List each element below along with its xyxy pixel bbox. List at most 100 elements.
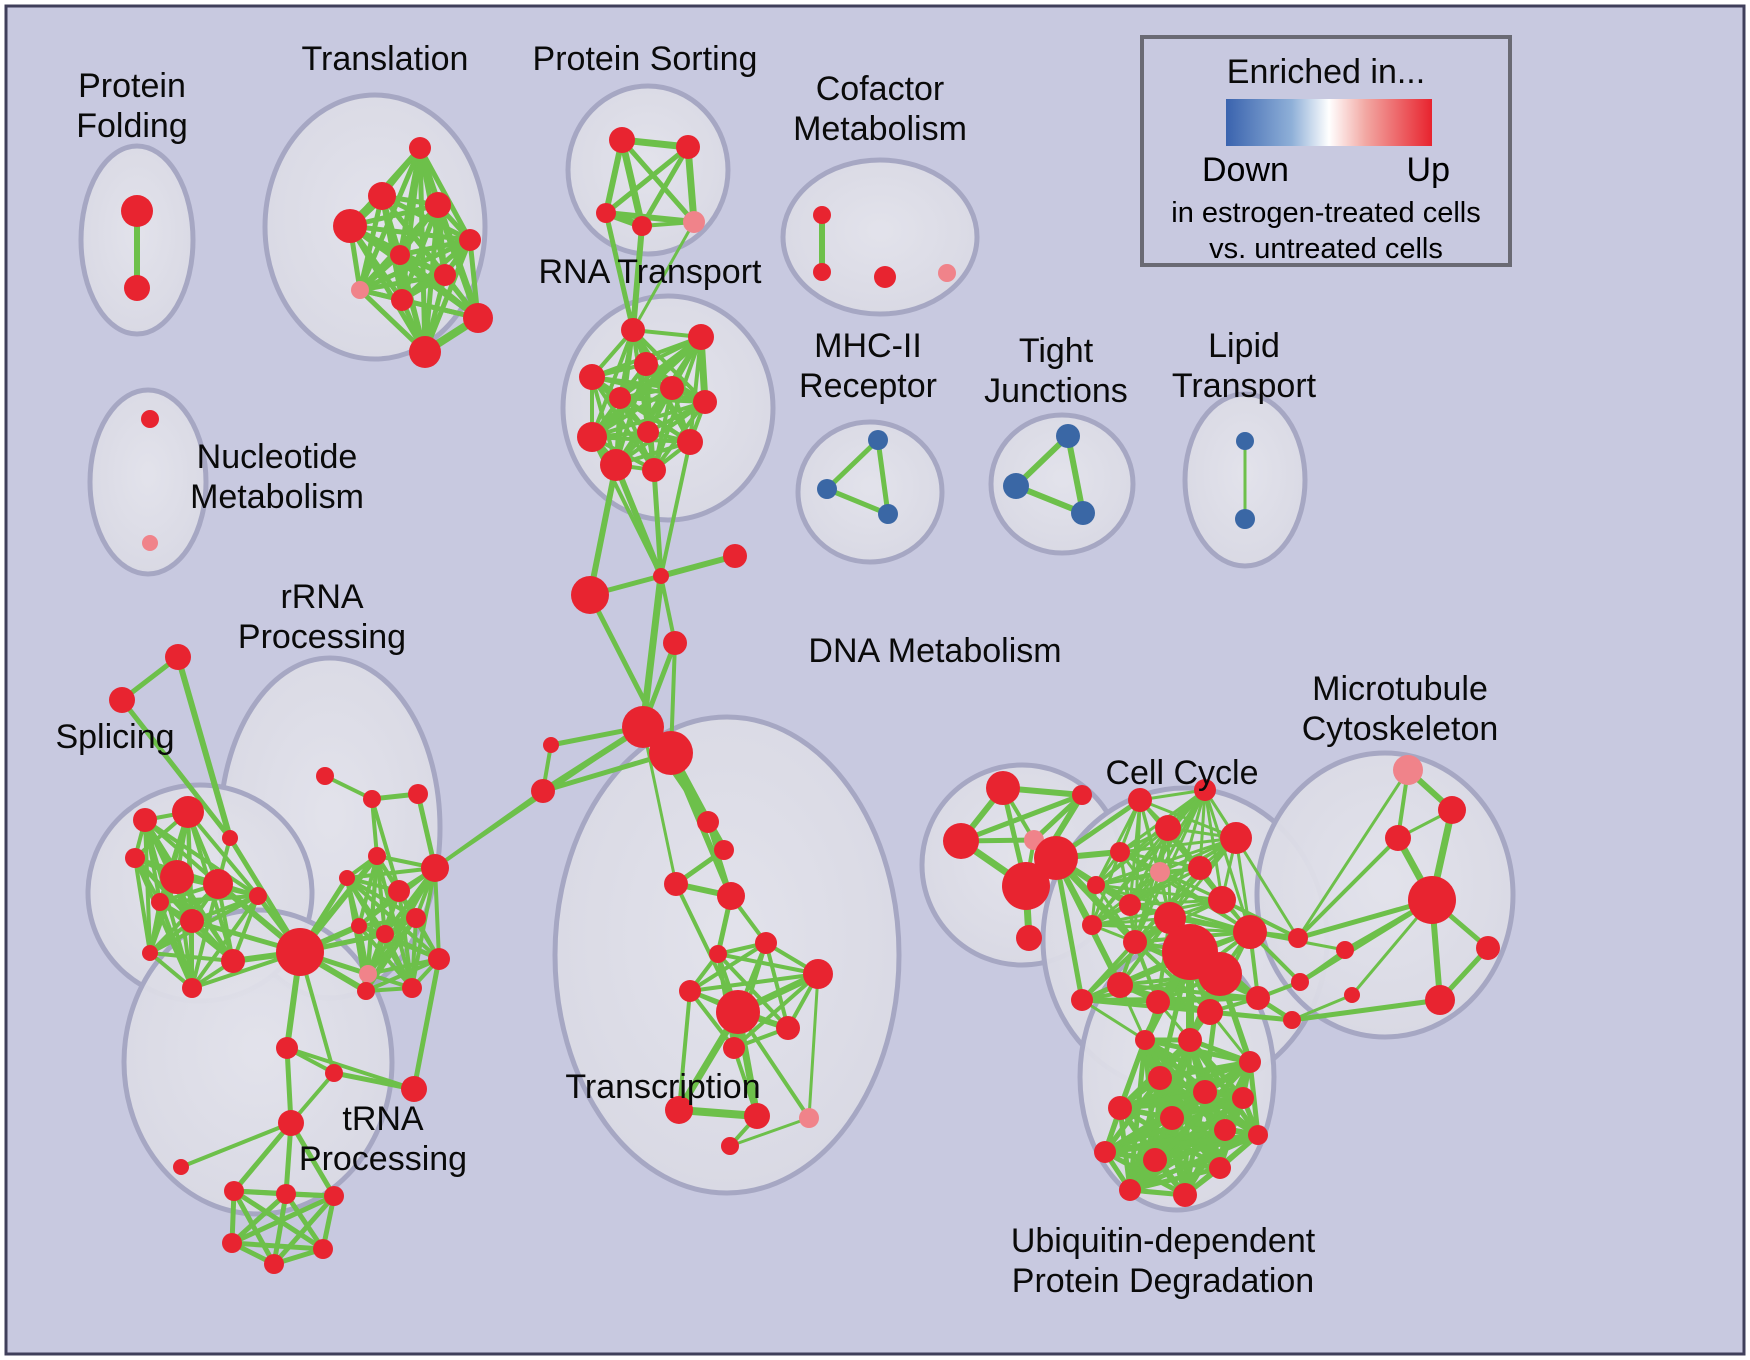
node-tx5 [709,945,727,963]
edge-tr6-tr7 [357,272,448,293]
edge-mh1-mh2 [824,486,891,517]
node-cf1 [813,263,831,281]
node-mt1 [1385,825,1411,851]
edge-tx7-tx13 [807,972,820,1120]
cluster-mhc-ii-receptor-ellipse [795,419,945,565]
legend-subtitle-line2: vs. untreated cells [1209,233,1443,265]
node-tri1 [109,687,135,713]
node-u14 [1239,1051,1261,1073]
node-hx5 [313,1239,333,1259]
node-cch [1034,836,1078,880]
node-u2 [1148,1066,1172,1090]
edge-j1-chR [658,553,738,579]
edge-tx13-tx14 [728,1116,811,1148]
edge-rr10-rr11 [366,957,441,976]
node-tx14 [721,1137,739,1155]
node-hub2 [649,731,693,775]
node-tx12 [744,1103,770,1129]
node-hx4 [264,1254,284,1274]
node-tx4 [755,932,777,954]
node-cc0 [1128,788,1152,812]
edge-cc7-cc9 [1094,883,1224,902]
node-lt1 [1235,509,1255,529]
cluster-tight-junctions-label: Tight Junctions [984,332,1128,410]
cluster-labels: Translation Protein Folding Protein Sorting… [55,40,1498,1300]
edge-tx7-tx10 [732,972,820,1050]
node-rr1 [363,790,381,808]
cluster-microtubule-cytoskeleton-ellipse [1254,750,1516,1040]
node-cc5 [1188,856,1212,880]
edge-br2-mt4 [1289,997,1443,1023]
node-tr5 [390,245,410,265]
edge-cc17-cc13 [1080,940,1137,1002]
node-tnh [278,1110,304,1136]
node-rr12 [402,978,422,998]
edge-ps2-rt0 [603,210,636,333]
edge-hx1-hx3 [229,1191,289,1246]
edge-tx5-tx7 [716,952,820,976]
node-mt5 [1336,941,1354,959]
node-ps2 [596,203,616,223]
edge-cch-cc17 [1053,855,1085,1003]
cluster-cofactor-metabolism-ellipse [780,157,980,317]
node-u5 [1108,1096,1132,1120]
node-mtp [1393,755,1423,785]
edge-hub1-tx2 [641,725,678,886]
cluster-rna-transport-label: RNA Transport [539,253,763,291]
edge-rr4-rr11 [345,876,441,961]
node-d0 [986,771,1020,805]
node-cf2 [874,266,896,288]
node-tr9 [463,303,493,333]
node-tr0 [409,137,431,159]
cluster-dna-metabolism-label: DNA Metabolism [808,632,1061,670]
node-tr3 [333,209,367,243]
node-tr1 [368,182,396,210]
legend-title: Enriched in... [1226,53,1426,91]
node-brB [531,779,555,803]
node-tj2 [1071,501,1095,525]
node-tr6 [434,264,456,286]
node-d1 [1072,785,1092,805]
edge-ps0-ps3 [618,136,646,230]
legend-gradient-bar [1226,99,1432,146]
node-tx6 [679,980,701,1002]
node-cc3 [1220,822,1252,854]
node-hx3 [222,1233,242,1253]
node-tx2 [664,872,688,896]
node-cc10 [1154,902,1186,934]
cluster-nucleotide-metabolism-label: Nucleotide Metabolism [190,438,364,516]
cluster-splicing-label: Splicing [55,718,174,756]
edge-tx5-tx9 [716,952,790,1030]
legend-box: Enriched in... Down Up in estrogen-treat… [1140,35,1512,267]
node-pf1 [121,195,153,227]
edge-cc6-cc7 [1094,870,1162,887]
cluster-nucleotide-metabolism-ellipse [87,387,209,577]
node-u9 [1143,1148,1167,1172]
edge-rr6-rr11 [433,866,441,961]
node-tx11 [665,1096,693,1124]
edge-tri1-conn [119,697,233,841]
node-mt2 [1408,876,1456,924]
edge-hx2-hx4 [271,1193,337,1267]
cluster-protein-folding-label: Protein Folding [76,67,188,145]
node-pf2 [124,275,150,301]
node-tx3 [717,882,745,910]
node-lt0 [1236,432,1254,450]
node-tr4 [459,229,481,251]
node-tj0 [1056,424,1080,448]
node-rr11 [428,948,450,970]
node-cf3 [938,264,956,282]
cluster-lipid-transport-label: Lipid Transport [1172,327,1317,405]
cluster-ubiquitin-degradation-label: Ubiquitin-dependent Protein Degradation [1011,1222,1316,1300]
node-sp6 [180,909,204,933]
legend-up-label: Up [1406,151,1450,189]
node-rt7 [577,422,607,452]
edge-ps1-ps4 [684,143,698,226]
node-cc18 [1146,990,1170,1014]
node-u6 [1160,1106,1184,1130]
node-rr7 [406,908,426,928]
node-cc6 [1150,862,1170,882]
node-sp1 [172,796,204,828]
edge-rr7-rr12 [410,916,418,990]
node-u10 [1209,1157,1231,1179]
